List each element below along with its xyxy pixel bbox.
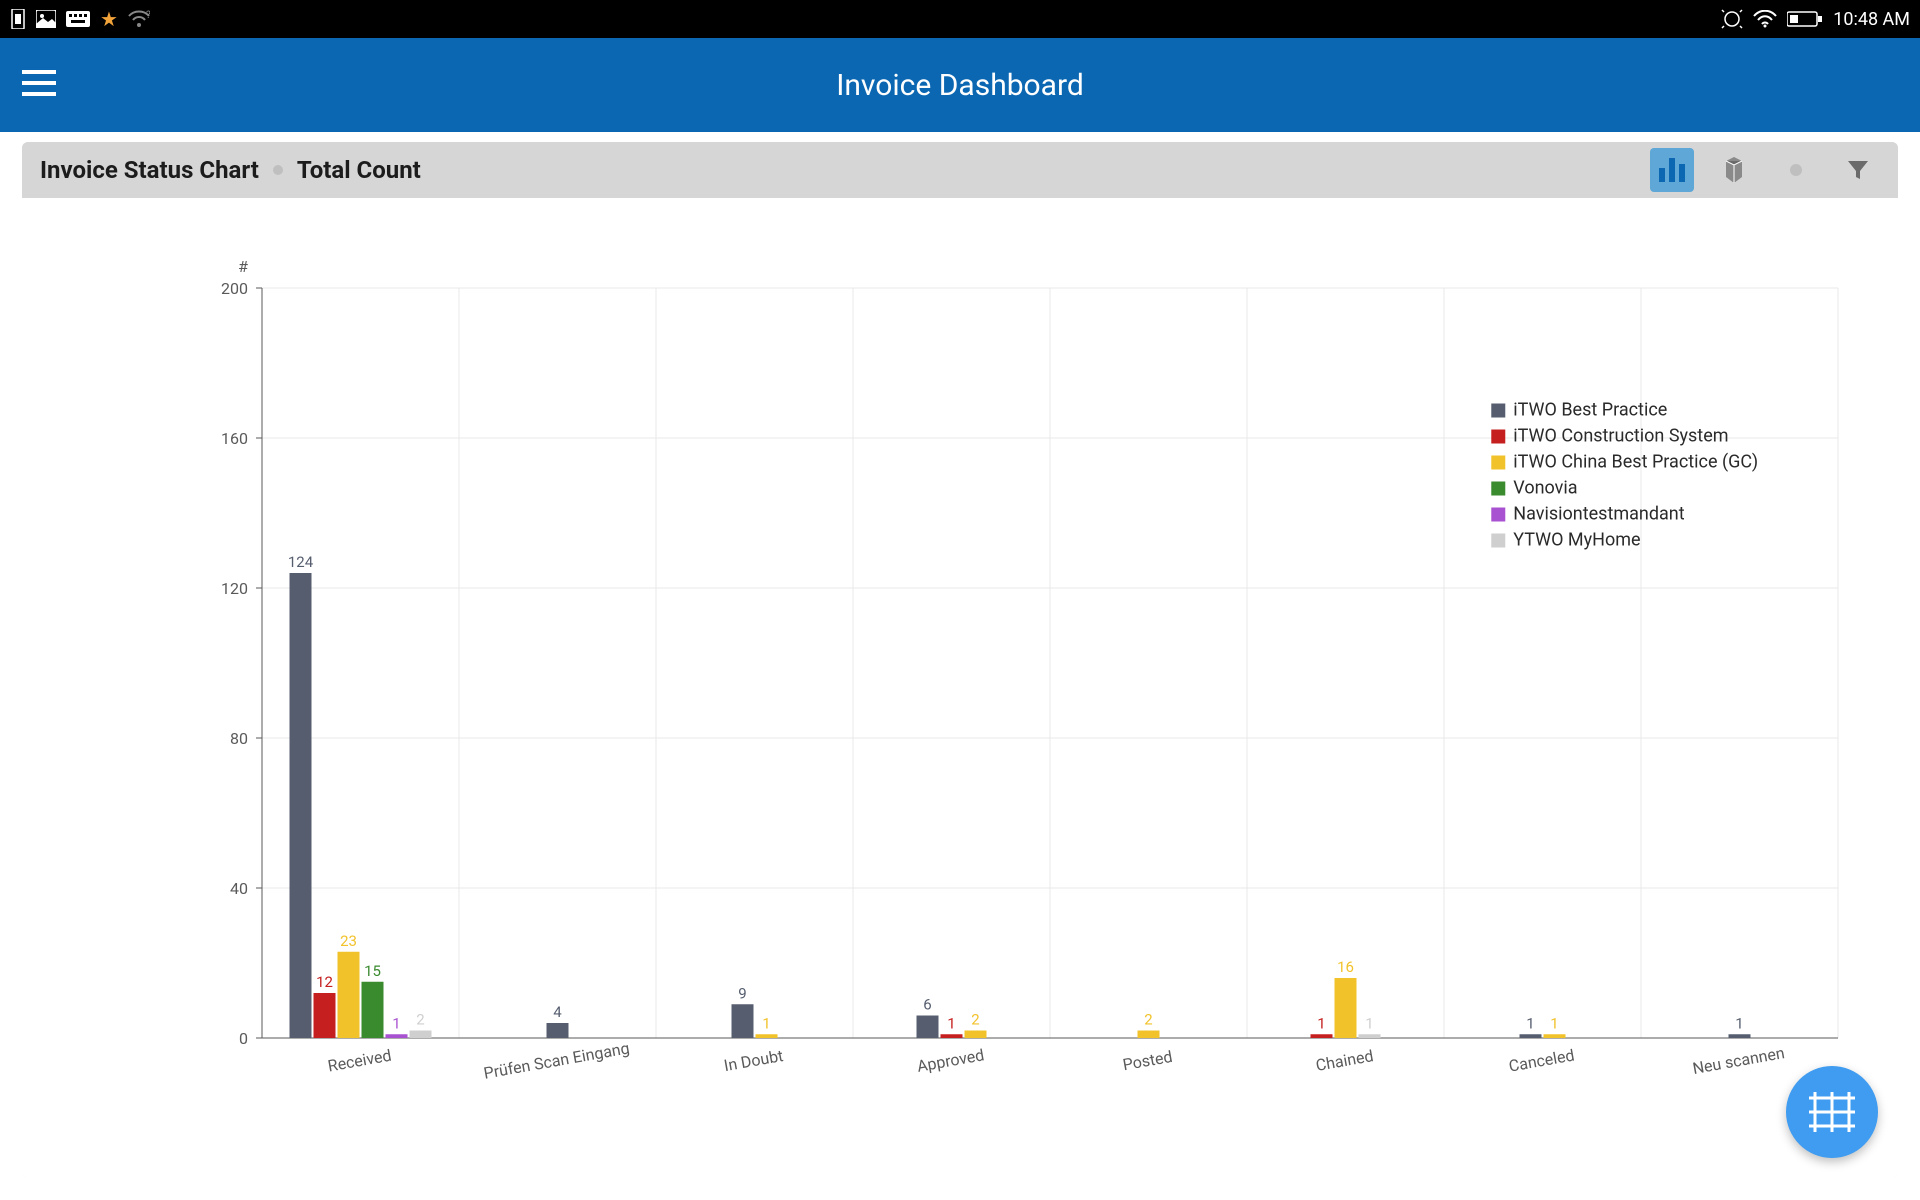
svg-text:iTWO Construction System: iTWO Construction System (1513, 426, 1728, 447)
android-status-bar: ★ ? 10:48 AM (0, 0, 1920, 38)
bar (290, 573, 312, 1038)
bar (917, 1016, 939, 1039)
svg-text:2: 2 (416, 1011, 424, 1029)
svg-text:1: 1 (392, 1014, 400, 1032)
bar (1520, 1034, 1542, 1038)
svg-text:1: 1 (1526, 1014, 1534, 1032)
svg-text:9: 9 (738, 984, 746, 1002)
wifi-question-icon: ? (128, 10, 150, 28)
bar (386, 1034, 408, 1038)
card-3d-view-button[interactable] (1712, 148, 1756, 192)
bar (1335, 978, 1357, 1038)
dot-indicator[interactable] (1774, 148, 1818, 192)
bar (1544, 1034, 1566, 1038)
svg-text:1: 1 (1735, 1014, 1743, 1032)
bar (941, 1034, 963, 1038)
sim-icon (10, 9, 26, 29)
svg-text:1: 1 (762, 1014, 770, 1032)
bar (732, 1004, 754, 1038)
title-separator-dot (273, 165, 283, 175)
svg-text:6: 6 (923, 996, 931, 1014)
app-bar: Invoice Dashboard (0, 38, 1920, 132)
svg-text:160: 160 (221, 429, 248, 448)
card-title: Invoice Status Chart (40, 156, 259, 184)
bar (756, 1034, 778, 1038)
card-subtitle: Total Count (297, 156, 421, 184)
chart-container: 04080120160200#12412231512Received4Prüfe… (22, 198, 1898, 1178)
bar (965, 1031, 987, 1039)
svg-text:YTWO MyHome: YTWO MyHome (1513, 530, 1640, 551)
battery-icon (1787, 10, 1823, 28)
svg-text:80: 80 (230, 729, 248, 748)
svg-text:1: 1 (1550, 1014, 1558, 1032)
keyboard-icon (66, 11, 90, 27)
star-icon: ★ (100, 7, 118, 31)
svg-text:iTWO Best Practice: iTWO Best Practice (1513, 400, 1667, 421)
svg-text:40: 40 (230, 879, 248, 898)
status-time: 10:48 AM (1833, 9, 1910, 30)
svg-text:0: 0 (239, 1029, 248, 1048)
svg-text:1: 1 (947, 1014, 955, 1032)
svg-text:23: 23 (340, 932, 357, 950)
svg-text:200: 200 (221, 279, 248, 298)
filter-button[interactable] (1836, 148, 1880, 192)
svg-text:2: 2 (1144, 1011, 1152, 1029)
svg-text:124: 124 (288, 553, 314, 571)
vibrate-icon (1721, 8, 1743, 30)
svg-text:Vonovia: Vonovia (1513, 478, 1577, 499)
bar-chart-view-button[interactable] (1650, 148, 1694, 192)
svg-text:1: 1 (1317, 1014, 1325, 1032)
svg-text:?: ? (146, 10, 150, 21)
bar (1138, 1031, 1160, 1039)
card-header: Invoice Status Chart Total Count (22, 142, 1898, 198)
content-area: Invoice Status Chart Total Count (0, 132, 1920, 1200)
svg-text:2: 2 (971, 1011, 979, 1029)
bar (547, 1023, 569, 1038)
chart-card: Invoice Status Chart Total Count (22, 142, 1898, 1178)
svg-text:4: 4 (553, 1003, 562, 1021)
page-title: Invoice Dashboard (0, 68, 1920, 103)
table-grid-icon (1809, 1092, 1855, 1132)
bar (1729, 1034, 1751, 1038)
svg-text:12: 12 (316, 973, 333, 991)
picture-icon (36, 10, 56, 28)
bar (1311, 1034, 1333, 1038)
svg-text:16: 16 (1337, 958, 1354, 976)
wifi-icon (1753, 10, 1777, 28)
bar (410, 1031, 432, 1039)
table-view-fab[interactable] (1786, 1066, 1878, 1158)
bar (1359, 1034, 1381, 1038)
bar (338, 952, 360, 1038)
svg-text:#: # (238, 257, 248, 276)
bar (314, 993, 336, 1038)
svg-text:Navisiontestmandant: Navisiontestmandant (1513, 504, 1684, 525)
bar (362, 982, 384, 1038)
invoice-status-chart: 04080120160200#12412231512Received4Prüfe… (22, 198, 1898, 1178)
svg-text:120: 120 (221, 579, 248, 598)
svg-text:iTWO China Best Practice (GC): iTWO China Best Practice (GC) (1513, 452, 1758, 473)
svg-text:1: 1 (1365, 1014, 1373, 1032)
hamburger-menu-button[interactable] (22, 70, 56, 100)
svg-text:15: 15 (364, 962, 381, 980)
